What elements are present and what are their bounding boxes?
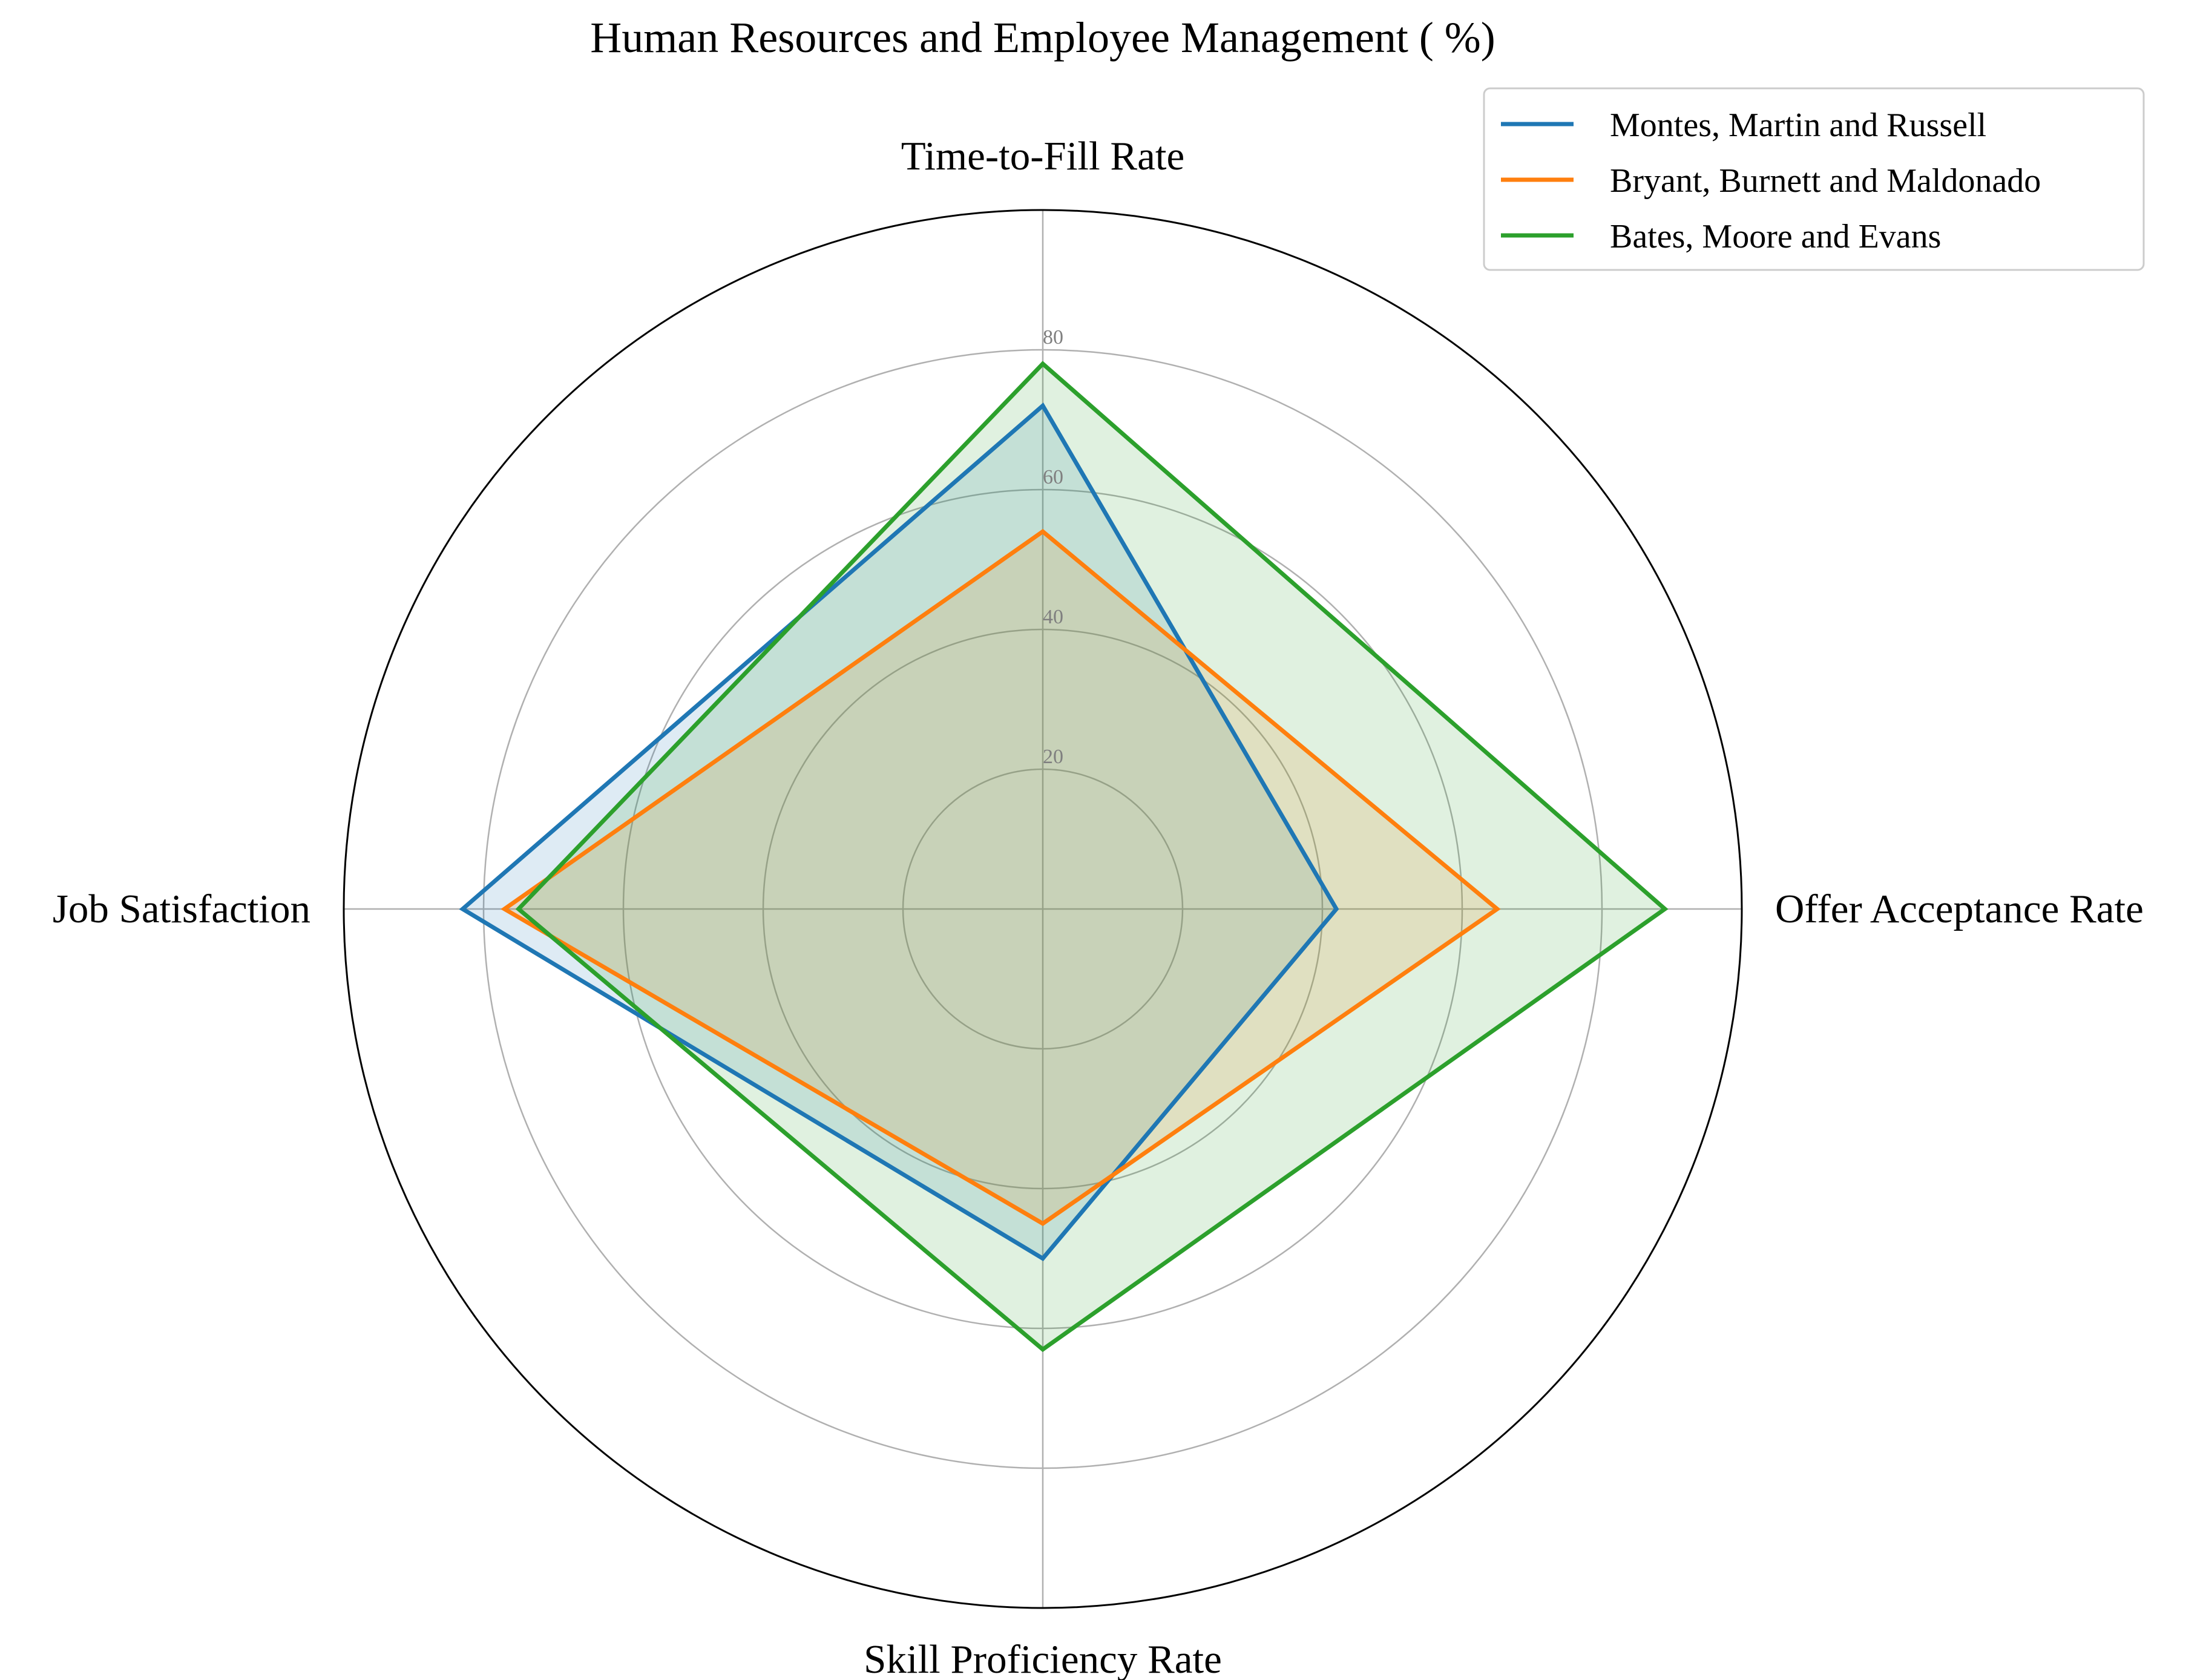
tick-label-60: 60 xyxy=(1043,466,1063,488)
legend-label-3: Bates, Moore and Evans xyxy=(1610,218,1941,255)
series-fill-1 xyxy=(462,405,1337,1259)
axis-label-2: Offer Acceptance Rate xyxy=(1775,887,2144,931)
axis-label-1: Time-to-Fill Rate xyxy=(901,134,1184,179)
chart-title: Human Resources and Employee Management … xyxy=(590,13,1495,62)
outer-frame xyxy=(343,209,1743,1609)
legend-items: Montes, Martin and Russell Bryant, Burnet… xyxy=(1501,107,2041,255)
tick-label-20: 20 xyxy=(1043,746,1063,768)
radial-tick-labels: 20 40 60 80 xyxy=(1043,326,1063,768)
axis-label-3: Skill Proficiency Rate xyxy=(864,1637,1222,1680)
axis-label-4: Job Satisfaction xyxy=(53,887,310,931)
series-fill-3 xyxy=(518,364,1665,1350)
legend-frame xyxy=(1483,87,2145,271)
legend: Montes, Martin and Russell Bryant, Burnet… xyxy=(1483,87,2145,271)
series-lines xyxy=(459,361,1669,1353)
legend-label-2: Bryant, Burnett and Maldonado xyxy=(1610,162,2041,200)
series-fills xyxy=(462,364,1665,1350)
tick-label-40: 40 xyxy=(1043,606,1063,628)
series-line-2 xyxy=(501,528,1501,1226)
series-line-3 xyxy=(515,361,1669,1353)
series-line-1 xyxy=(459,402,1339,1262)
legend-label-1: Montes, Martin and Russell xyxy=(1610,107,1986,144)
radar-grid xyxy=(343,209,1743,1609)
tick-label-80: 80 xyxy=(1043,326,1063,349)
axis-labels: Time-to-Fill Rate Offer Acceptance Rate Sk… xyxy=(53,134,2144,1680)
